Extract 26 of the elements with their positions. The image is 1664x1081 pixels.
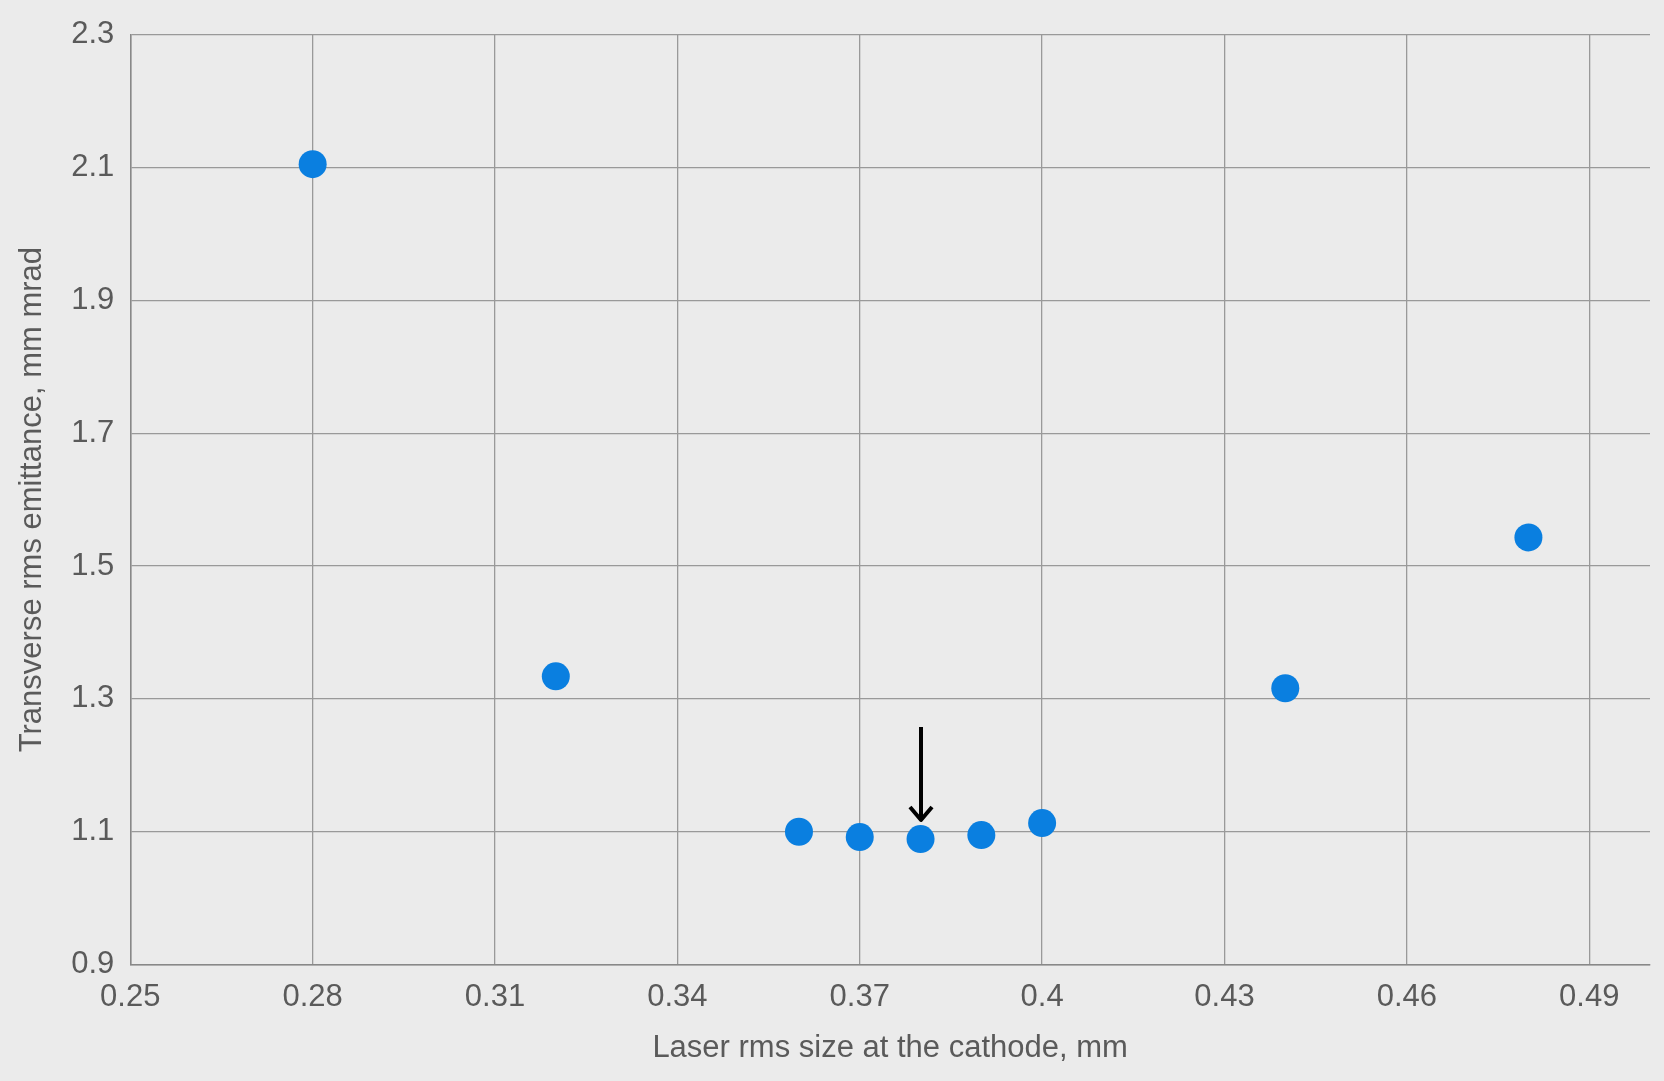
y-tick-label: 1.1 [71, 812, 115, 848]
x-tick-label: 0.37 [829, 977, 890, 1013]
point [967, 821, 996, 850]
x-tick-label: 0.4 [1020, 977, 1064, 1013]
x-axis-title: Laser rms size at the cathode, mm [652, 1028, 1128, 1064]
point [1271, 674, 1300, 703]
y-tick-label: 2.1 [71, 148, 115, 183]
point [298, 150, 327, 179]
y-tick-label: 1.9 [71, 280, 115, 316]
x-tick-label: 0.34 [647, 977, 708, 1013]
x-tick-label: 0.46 [1376, 977, 1438, 1013]
point [845, 823, 874, 852]
point [906, 825, 935, 854]
y-tick-label: 2.3 [71, 15, 115, 51]
x-tick-label: 0.49 [1559, 977, 1620, 1013]
y-tick-label: 1.7 [71, 413, 115, 449]
point [784, 817, 813, 846]
x-tick-label: 0.31 [464, 977, 526, 1013]
x-tick-label: 0.28 [282, 977, 343, 1013]
y-tick-label: 1.5 [71, 546, 115, 582]
y-axis-title: Transverse rms emittance, mm mrad [13, 246, 49, 753]
point [1028, 809, 1057, 838]
y-tick-label: 1.3 [71, 679, 115, 715]
point [541, 662, 570, 691]
x-tick-label: 0.43 [1194, 977, 1255, 1013]
point [1514, 523, 1543, 552]
